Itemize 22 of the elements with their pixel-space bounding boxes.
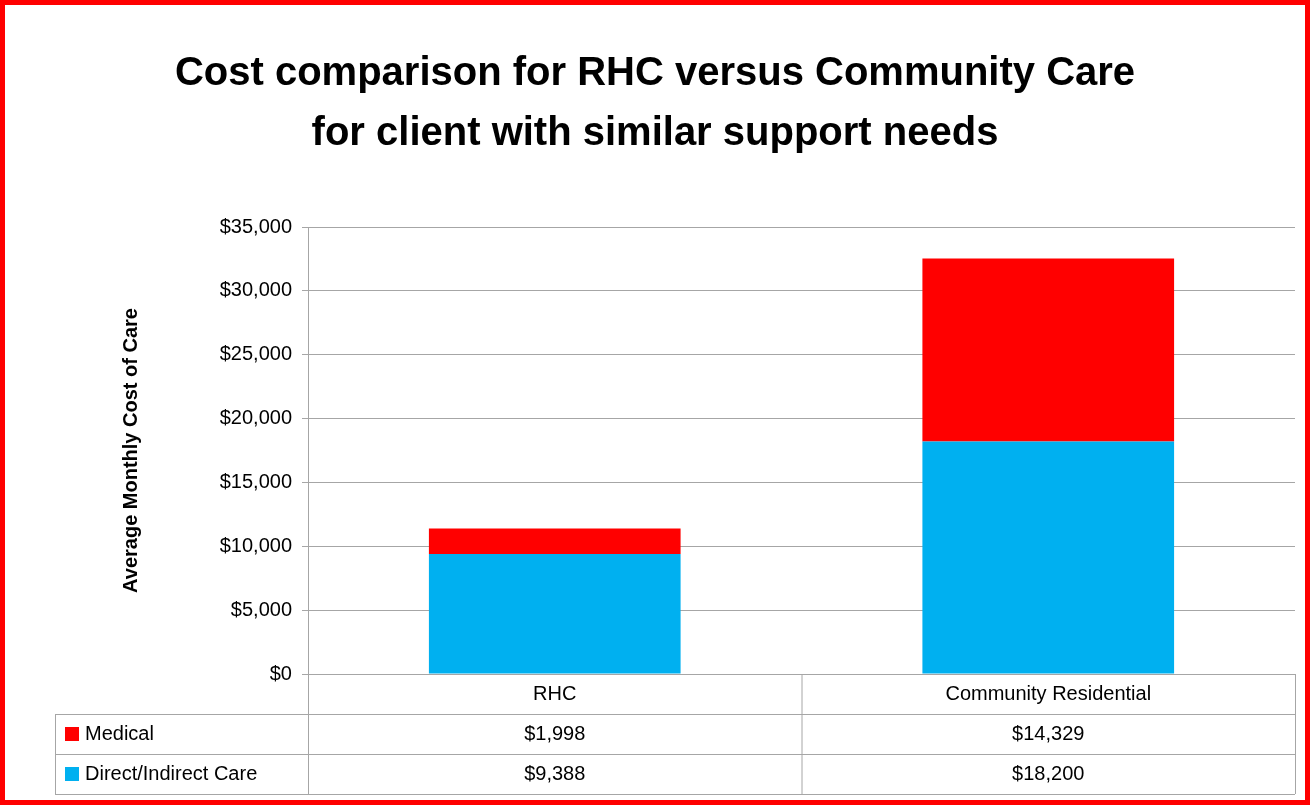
y-tick-label: $20,000	[219, 406, 292, 429]
legend-label: Medical	[85, 721, 154, 744]
y-tick-label: $15,000	[219, 469, 292, 492]
y-tick-label: $25,000	[219, 342, 292, 365]
legend-label: Direct/Indirect Care	[85, 761, 258, 784]
data-label: $14,329	[1012, 721, 1085, 744]
data-label: $1,998	[524, 721, 586, 744]
bar	[428, 554, 681, 674]
y-tick-label: $5,000	[230, 597, 292, 620]
y-tick-label: $35,000	[219, 214, 292, 237]
y-tick-label: $10,000	[219, 533, 292, 556]
x-tick-label: RHC	[533, 681, 577, 704]
x-tick-label: Community Residential	[945, 681, 1152, 704]
bar	[922, 258, 1175, 442]
data-label: $9,388	[524, 761, 586, 784]
y-axis-title: Average Monthly Cost of Care	[118, 308, 141, 593]
bar	[922, 441, 1175, 674]
y-tick-label: $30,000	[219, 278, 292, 301]
bar	[428, 528, 681, 555]
data-label: $18,200	[1012, 761, 1085, 784]
y-tick-label: $0	[269, 661, 292, 684]
chart-title: Cost comparison for RHC versus Community Care for client with similar support needs	[173, 48, 1137, 155]
